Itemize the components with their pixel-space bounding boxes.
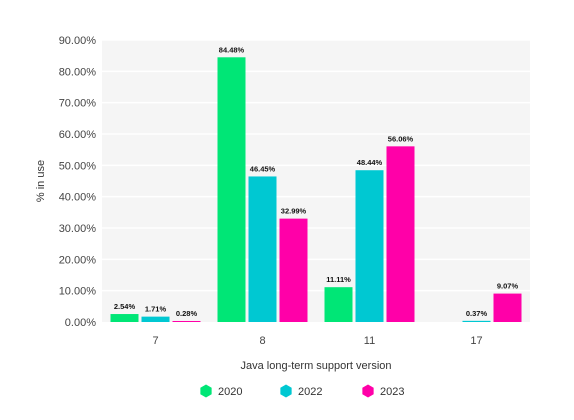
data-label: 0.37%: [466, 309, 488, 318]
data-label: 46.45%: [250, 164, 276, 173]
y-tick-label: 80.00%: [59, 66, 97, 78]
data-label: 32.99%: [281, 207, 307, 216]
bar-2023-v7: [172, 321, 201, 322]
y-tick-label: 90.00%: [59, 35, 97, 47]
data-label: 0.28%: [176, 309, 198, 318]
bar-2022-v8: [248, 176, 277, 322]
bar-2020-v11: [324, 287, 353, 322]
legend-label: 2020: [218, 386, 242, 398]
x-tick-label: 17: [470, 335, 482, 347]
data-label: 84.48%: [219, 45, 245, 54]
y-tick-label: 0.00%: [65, 317, 96, 329]
data-label: 56.06%: [388, 134, 414, 143]
bars: [110, 57, 522, 323]
y-tick-label: 30.00%: [59, 223, 97, 235]
bar-2022-v17: [462, 320, 491, 322]
bar-2023-v8: [279, 218, 308, 322]
bar-2020-v8: [217, 57, 246, 323]
legend: 2020 2022 2023: [200, 384, 404, 398]
y-axis-title: % in use: [35, 160, 47, 202]
bar-2020-v7: [110, 314, 139, 322]
plot-area: [102, 40, 530, 322]
x-tick-label: 8: [259, 335, 265, 347]
bar-2022-v11: [355, 170, 384, 322]
legend-swatch-2023: [362, 384, 374, 398]
y-tick-label: 40.00%: [59, 192, 97, 204]
data-labels: 2.54% 1.71% 0.28% 84.48% 46.45% 32.99% 11.11% 4…: [114, 45, 519, 318]
x-tick-label: 11: [364, 335, 375, 347]
legend-swatch-2022: [280, 384, 292, 398]
bar-2023-v17: [493, 293, 522, 322]
x-tick-label: 7: [152, 335, 158, 347]
y-tick-label: 20.00%: [59, 254, 97, 266]
data-label: 2.54%: [114, 302, 136, 311]
y-tick-label: 60.00%: [59, 129, 97, 141]
legend-swatch-2020: [200, 384, 212, 398]
y-tick-label: 70.00%: [59, 98, 97, 110]
data-label: 9.07%: [497, 282, 519, 291]
x-axis-title: Java long-term support version: [240, 360, 391, 372]
legend-label: 2022: [298, 386, 322, 398]
data-label: 1.71%: [145, 305, 167, 314]
bar-2022-v7: [141, 316, 170, 322]
data-label: 11.11%: [326, 275, 351, 284]
bar-2023-v11: [386, 146, 415, 322]
y-tick-label: 50.00%: [59, 160, 97, 172]
x-axis-ticks: 7 8 11 17: [152, 335, 482, 347]
y-axis-ticks: 0.00% 10.00% 20.00% 30.00% 40.00% 50.00% 60.00…: [59, 35, 97, 329]
legend-label: 2023: [380, 386, 404, 398]
gridlines: [102, 39, 530, 292]
y-tick-label: 10.00%: [59, 286, 97, 298]
data-label: 48.44%: [357, 158, 383, 167]
